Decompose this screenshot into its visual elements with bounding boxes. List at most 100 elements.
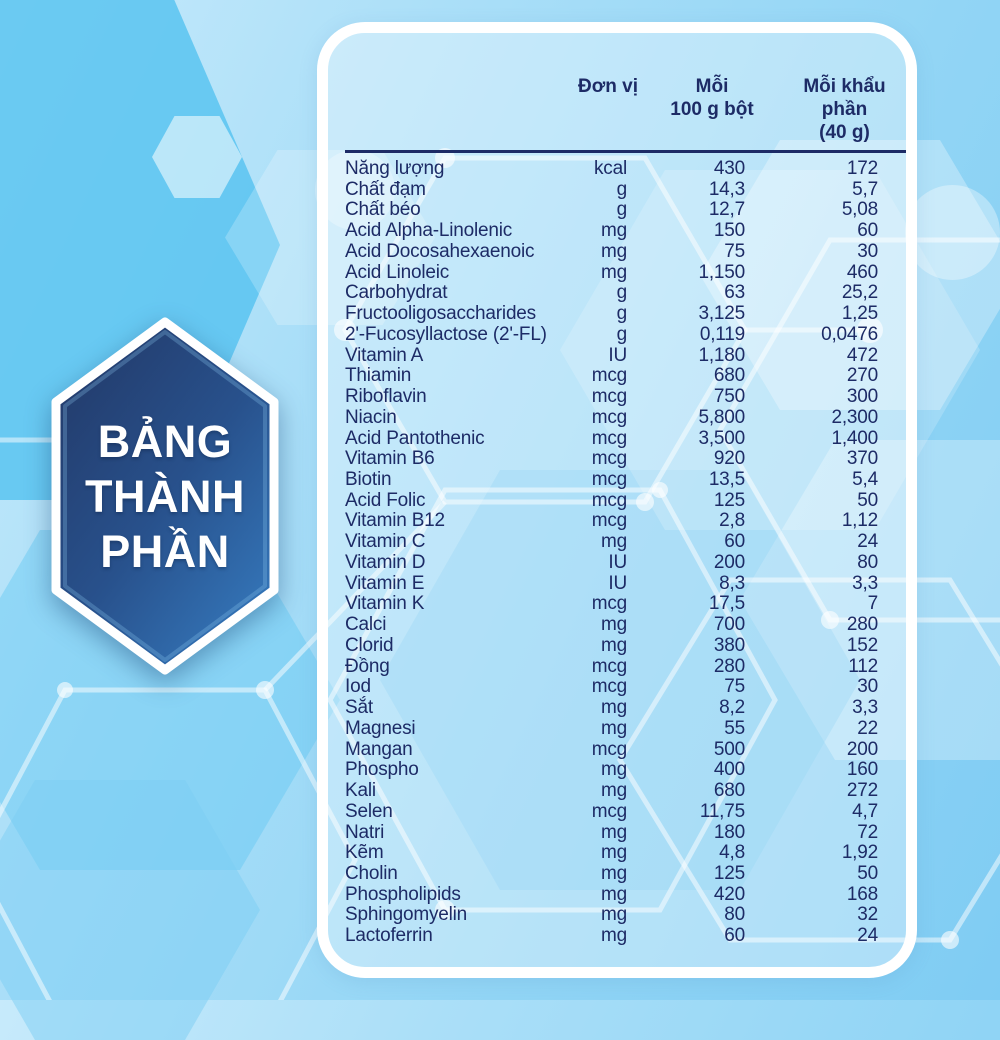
cell-per-serving: 24 bbox=[857, 531, 878, 553]
cell-unit: mg bbox=[601, 261, 627, 283]
badge-line: THÀNH bbox=[85, 470, 245, 522]
cell-per-100g: 0,119 bbox=[699, 323, 745, 345]
table-row: Calci mg 700 280 bbox=[345, 614, 906, 635]
cell-per-100g: 180 bbox=[713, 821, 745, 843]
cell-nutrient-name: Vitamin B6 bbox=[345, 448, 435, 470]
cell-per-100g: 680 bbox=[713, 780, 745, 802]
badge-line: BẢNG bbox=[97, 415, 233, 467]
cell-nutrient-name: Calci bbox=[345, 614, 387, 636]
cell-per-100g: 125 bbox=[713, 862, 745, 884]
cell-nutrient-name: Clorid bbox=[345, 634, 394, 656]
table-row: Niacin mcg 5,800 2,300 bbox=[345, 407, 906, 428]
table-row: Sắt mg 8,2 3,3 bbox=[345, 697, 906, 718]
cell-nutrient-name: 2'-Fucosyllactose (2'-FL) bbox=[345, 323, 547, 345]
header-per-100g: Mỗi 100 g bột bbox=[670, 76, 754, 120]
cell-nutrient-name: Iod bbox=[345, 676, 371, 698]
table-row: Phospholipids mg 420 168 bbox=[345, 884, 906, 905]
cell-nutrient-name: Magnesi bbox=[345, 717, 416, 739]
table-row: Phospho mg 400 160 bbox=[345, 759, 906, 780]
cell-unit: mcg bbox=[591, 365, 627, 387]
cell-unit: mcg bbox=[591, 386, 627, 408]
cell-nutrient-name: Kẽm bbox=[345, 842, 384, 864]
cell-nutrient-name: Chất đạm bbox=[345, 178, 426, 200]
cell-per-100g: 13,5 bbox=[708, 469, 745, 491]
cell-unit: IU bbox=[608, 551, 627, 573]
cell-per-serving: 22 bbox=[857, 717, 878, 739]
cell-per-100g: 150 bbox=[713, 220, 745, 242]
table-row: Vitamin C mg 60 24 bbox=[345, 531, 906, 552]
cell-unit: mg bbox=[601, 904, 627, 926]
table-row: Vitamin A IU 1,180 472 bbox=[345, 345, 906, 366]
cell-unit: mg bbox=[601, 759, 627, 781]
cell-per-serving: 270 bbox=[846, 365, 878, 387]
cell-per-serving: 272 bbox=[846, 780, 878, 802]
table-row: 2'-Fucosyllactose (2'-FL) g 0,119 0,0476 bbox=[345, 324, 906, 345]
table-row: Magnesi mg 55 22 bbox=[345, 718, 906, 739]
table-row: Fructooligosaccharides g 3,125 1,25 bbox=[345, 303, 906, 324]
cell-nutrient-name: Phospholipids bbox=[345, 883, 461, 905]
cell-unit: mg bbox=[601, 717, 627, 739]
table-row: Acid Linoleic mg 1,150 460 bbox=[345, 262, 906, 283]
cell-per-serving: 60 bbox=[857, 220, 878, 242]
badge-line: PHẦN bbox=[100, 525, 230, 577]
ingredients-badge: BẢNG THÀNH PHẦN bbox=[50, 316, 280, 676]
cell-per-100g: 200 bbox=[713, 551, 745, 573]
cell-per-serving: 80 bbox=[857, 551, 878, 573]
cell-unit: g bbox=[616, 303, 628, 325]
cell-unit: mcg bbox=[591, 427, 627, 449]
table-row: Kali mg 680 272 bbox=[345, 780, 906, 801]
cell-per-100g: 60 bbox=[724, 531, 745, 553]
cell-per-100g: 75 bbox=[724, 240, 745, 262]
cell-per-serving: 2,300 bbox=[831, 406, 878, 428]
cell-nutrient-name: Carbohydrat bbox=[345, 282, 448, 304]
cell-per-serving: 50 bbox=[857, 862, 878, 884]
cell-per-100g: 700 bbox=[713, 614, 745, 636]
cell-per-serving: 72 bbox=[857, 821, 878, 843]
cell-nutrient-name: Chất béo bbox=[345, 199, 421, 221]
cell-per-100g: 12,7 bbox=[708, 199, 745, 221]
table-row: Vitamin K mcg 17,5 7 bbox=[345, 593, 906, 614]
molecule-pattern bbox=[0, 0, 1000, 1000]
cell-nutrient-name: Biotin bbox=[345, 469, 392, 491]
cell-per-serving: 5,4 bbox=[852, 469, 878, 491]
table-row: Acid Folic mcg 125 50 bbox=[345, 490, 906, 511]
table-row: Chất đạm g 14,3 5,7 bbox=[345, 179, 906, 200]
cell-unit: mcg bbox=[591, 489, 627, 511]
cell-per-serving: 472 bbox=[846, 344, 878, 366]
background-glow-circle bbox=[315, 150, 395, 230]
cell-per-serving: 168 bbox=[846, 883, 878, 905]
cell-per-serving: 200 bbox=[846, 738, 878, 760]
cell-unit: mg bbox=[601, 925, 627, 947]
cell-unit: mg bbox=[601, 842, 627, 864]
cell-per-100g: 80 bbox=[724, 904, 745, 926]
table-row: Kẽm mg 4,8 1,92 bbox=[345, 842, 906, 863]
cell-per-100g: 8,3 bbox=[719, 572, 745, 594]
cell-per-serving: 460 bbox=[846, 261, 878, 283]
cell-nutrient-name: Vitamin B12 bbox=[345, 510, 445, 532]
cell-nutrient-name: Cholin bbox=[345, 862, 398, 884]
nutrition-card: Đơn vị Mỗi 100 g bột Mỗi khẩu phần (40 g… bbox=[317, 22, 917, 978]
cell-unit: IU bbox=[608, 344, 627, 366]
cell-per-serving: 160 bbox=[846, 759, 878, 781]
cell-per-100g: 380 bbox=[713, 634, 745, 656]
header-separator-line bbox=[345, 150, 906, 153]
cell-unit: IU bbox=[608, 572, 627, 594]
table-row: Clorid mg 380 152 bbox=[345, 635, 906, 656]
cell-unit: mg bbox=[601, 883, 627, 905]
cell-unit: mg bbox=[601, 780, 627, 802]
cell-unit: mcg bbox=[591, 655, 627, 677]
cell-per-serving: 4,7 bbox=[852, 800, 878, 822]
table-row: Natri mg 180 72 bbox=[345, 822, 906, 843]
cell-per-100g: 430 bbox=[713, 158, 745, 179]
cell-per-100g: 17,5 bbox=[708, 593, 745, 615]
cell-per-serving: 5,7 bbox=[852, 178, 878, 200]
cell-per-serving: 30 bbox=[857, 676, 878, 698]
cell-unit: mcg bbox=[591, 510, 627, 532]
table-body: Năng lượng kcal 430 172 Chất đạm g 14,3 5,7 Chất… bbox=[345, 158, 906, 946]
cell-per-100g: 3,500 bbox=[698, 427, 745, 449]
cell-per-100g: 8,2 bbox=[719, 697, 745, 719]
background-hexagon bbox=[380, 470, 860, 890]
cell-per-100g: 125 bbox=[713, 489, 745, 511]
cell-unit: mg bbox=[601, 862, 627, 884]
cell-nutrient-name: Acid Linoleic bbox=[345, 261, 450, 283]
